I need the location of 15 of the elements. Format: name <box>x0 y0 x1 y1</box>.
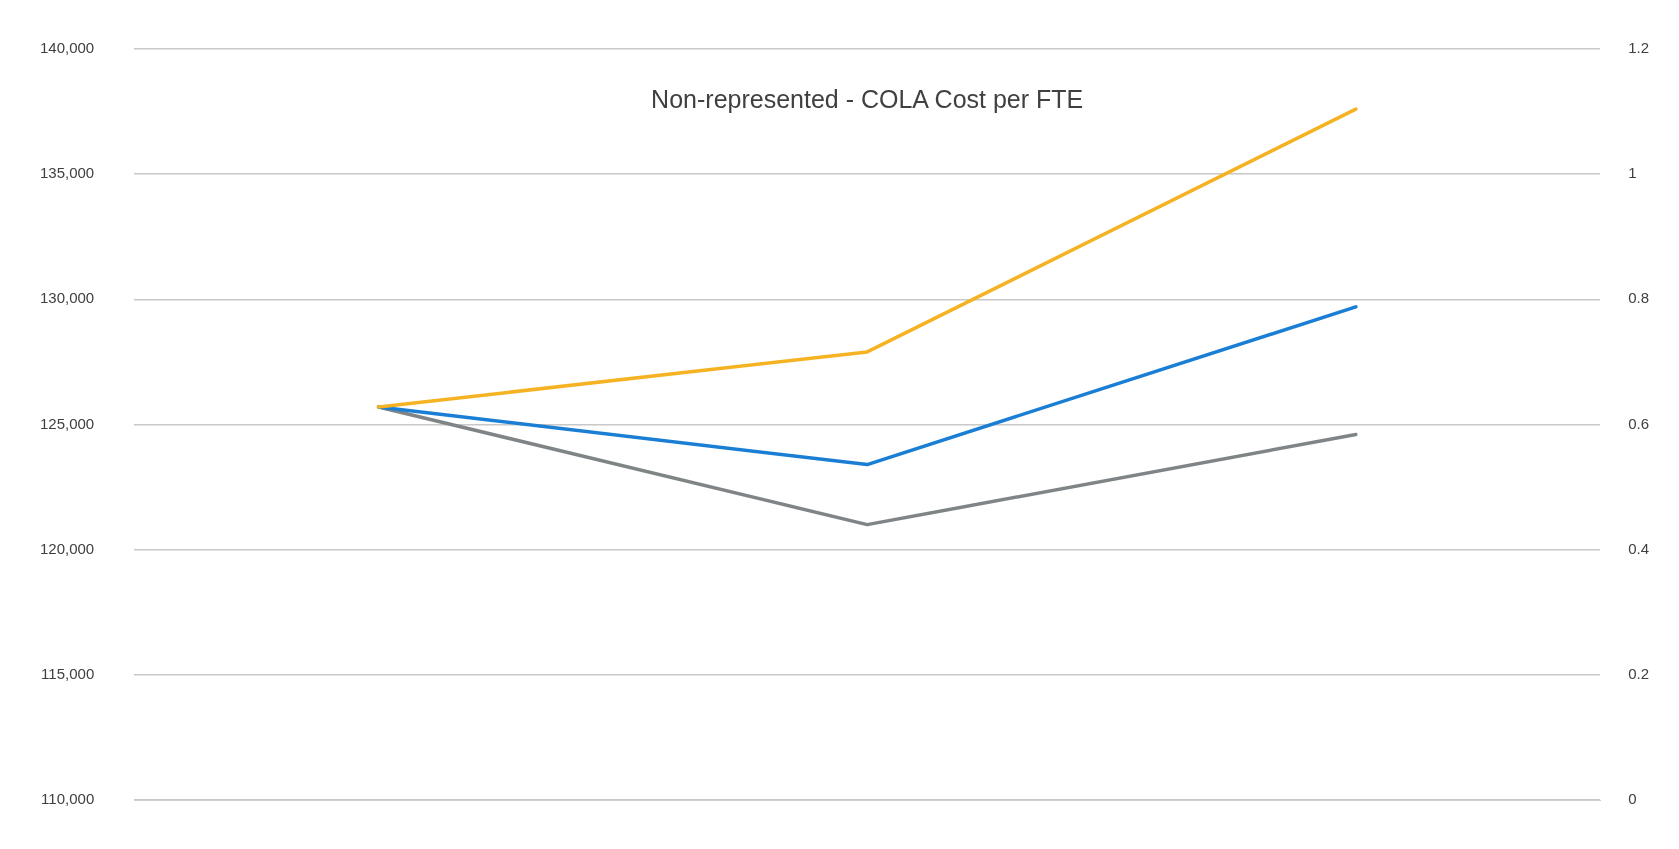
y-tick-label: 110,000 <box>41 790 95 808</box>
y2-tick-label: 0.6 <box>1628 414 1650 432</box>
text: Non-represented - COLA Cost per FTE <box>651 84 1084 113</box>
y2-tick-label: 1.2 <box>1628 39 1650 57</box>
y-tick-label: 140,000 <box>39 39 95 57</box>
y2-tick-label: 0.4 <box>1628 539 1650 557</box>
y-tick-label: 115,000 <box>41 664 95 682</box>
y-tick-label: 125,000 <box>39 414 95 432</box>
y2-tick-label: 0.2 <box>1628 664 1650 682</box>
y-tick-label: 120,000 <box>39 539 95 557</box>
y2-tick-label: 0.8 <box>1628 289 1650 307</box>
y-tick-label: 130,000 <box>39 289 95 307</box>
y2-tick-label: 1 <box>1628 164 1637 182</box>
y2-tick-label: 0 <box>1628 790 1637 808</box>
y-tick-label: 135,000 <box>39 164 95 182</box>
